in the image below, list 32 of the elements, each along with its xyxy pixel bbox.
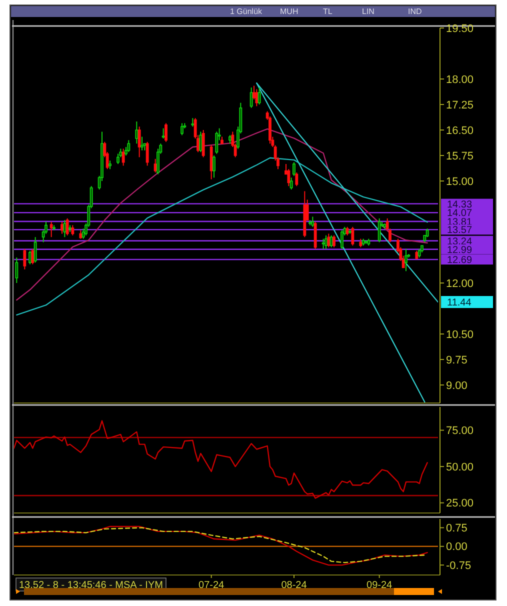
- y-tick-label: 15.00: [446, 176, 474, 188]
- x-tick-label: 09-24: [366, 580, 393, 591]
- y-tick-label: 9.75: [446, 354, 468, 366]
- y-tick-label: 9.00: [446, 380, 468, 392]
- y-tick-label: 15.75: [446, 150, 474, 162]
- ref-line-label: 12.99: [447, 244, 472, 256]
- y-tick-label: 0.75: [446, 522, 468, 535]
- ref-line-label: 12.69: [447, 255, 472, 266]
- annotation: 11.44: [447, 298, 472, 309]
- y-tick-label: -0.75: [446, 560, 472, 572]
- text: 13.52 - 8 - 13:45:46 - MSA - IYM: [19, 580, 163, 591]
- y-tick-label: 10.50: [446, 328, 474, 341]
- y-tick-label: 50.00: [446, 461, 474, 474]
- text: MUH: [280, 6, 298, 16]
- ref-line-label: 13.57: [447, 225, 472, 236]
- y-tick-label: 0.00: [446, 541, 468, 554]
- y-tick-label: 25.00: [446, 498, 474, 510]
- x-tick-label: 08-24: [281, 580, 308, 591]
- text: LIN: [362, 6, 375, 16]
- y-tick-label: 18.00: [446, 74, 474, 86]
- ref-line-label: 14.07: [447, 208, 472, 220]
- y-tick-label: 19.50: [446, 22, 474, 35]
- ref-line-label: 13.24: [447, 236, 472, 248]
- y-tick-label: 12.00: [446, 278, 474, 290]
- x-tick-label: 07-24: [198, 580, 225, 591]
- ref-line-label: 14.33: [447, 199, 472, 210]
- text: IND: [408, 6, 422, 16]
- text: 1 Günlük: [230, 6, 264, 16]
- y-tick-label: 17.25: [446, 99, 474, 112]
- text: TL: [323, 6, 333, 16]
- y-tick-label: 75.00: [446, 425, 474, 438]
- y-tick-label: 16.50: [446, 124, 474, 137]
